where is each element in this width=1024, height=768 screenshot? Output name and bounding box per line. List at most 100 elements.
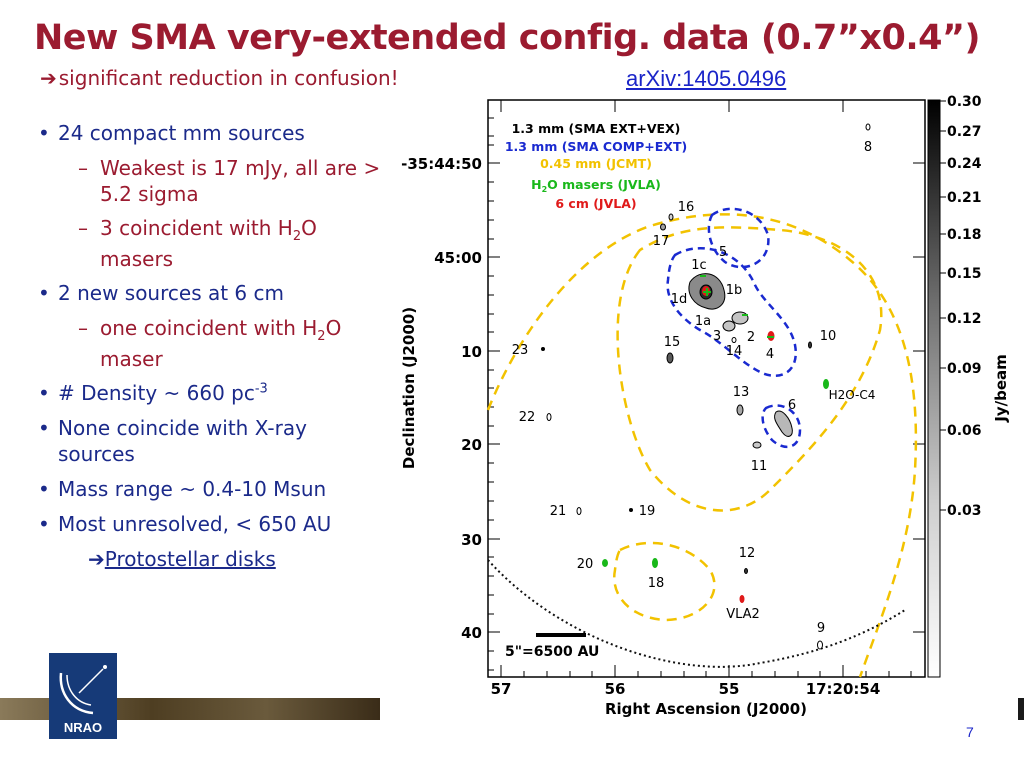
label-19: 19 [639,504,656,519]
colorbar-label: Jy/beam [992,354,1010,423]
y-tick: 10 [461,343,482,361]
bullet-density: # Density ~ 660 pc-3 [38,380,383,406]
bullet-compact-sources: 24 compact mm sources [38,120,383,146]
y-tick: -35:44:50 [401,155,482,173]
map-legend: 1.3 mm (SMA EXT+VEX) 1.3 mm (SMA COMP+EX… [505,121,687,211]
cb-tick: 0.21 [947,190,982,206]
text: O maser [100,315,342,371]
subscript: 2 [292,229,302,244]
subscript: 2 [317,328,326,344]
bullet-list: 24 compact mm sources Weakest is 17 mJy,… [38,120,383,572]
label-21: 21 [550,504,567,519]
y-tick: 45:00 [434,249,482,267]
label-9: 9 [817,621,825,636]
source-labels: 8 16 17 5 1c 1b 1d 1a 15 3 2 14 4 10 23 … [512,140,876,636]
sub-bullet-maser: one coincident with H2O maser [38,315,383,372]
scale-bar [536,633,586,637]
x-tick: 56 [605,680,626,698]
label-4: 4 [766,347,774,362]
label-6: 6 [788,398,796,413]
colorbar-tick-labels: 0.30 0.27 0.24 0.21 0.18 0.15 0.12 0.09 … [947,94,982,519]
legend-sma-ext: 1.3 mm (SMA EXT+VEX) [512,121,681,136]
arrow-right-icon: ➔ [88,546,105,571]
x-axis-ticks [500,100,912,677]
sub-bullet-masers: 3 coincident with H2O masers [38,215,383,272]
y-tick: 20 [461,436,482,454]
text: H [531,177,541,192]
label-1b: 1b [726,283,743,298]
cb-tick: 0.15 [947,266,982,282]
subscript: 2 [542,185,548,194]
subtitle: ➔ significant reduction in confusion! [40,66,399,90]
label-11: 11 [751,459,768,474]
text: O masers [100,216,317,271]
sma-ext-sources [541,123,871,650]
logo-text: NRAO [63,720,103,735]
y-axis-label: Declination (J2000) [400,307,418,469]
y-axis-ticks [488,117,925,671]
cb-tick: 0.03 [947,503,982,519]
label-8: 8 [864,140,872,155]
colorbar [927,99,941,678]
label-20: 20 [577,557,594,572]
colorbar-ticks [940,100,946,511]
cb-tick: 0.18 [947,227,982,243]
text: # Density ~ 660 pc [58,380,255,405]
cb-tick: 0.27 [947,124,982,140]
label-h2o-c4: H2O-C4 [829,388,876,402]
label-23: 23 [512,343,529,358]
label-14: 14 [726,344,743,359]
footer-band-right [1018,698,1024,720]
label-16: 16 [678,200,695,215]
superscript: -3 [254,381,268,397]
bullet-unresolved: Most unresolved, < 650 AU [38,511,383,537]
x-axis-label: Right Ascension (J2000) [605,700,807,718]
label-1c: 1c [691,258,706,273]
x-tick: 57 [491,680,512,698]
label-1a: 1a [695,314,711,329]
nrao-logo: NRAO [49,653,117,739]
page-number: 7 [966,724,974,740]
label-18: 18 [648,576,665,591]
cb-tick: 0.12 [947,311,982,327]
arrow-right-icon: ➔ [40,66,57,90]
bullet-xray: None coincide with X-ray sources [38,415,383,467]
bullet-mass-range: Mass range ~ 0.4-10 Msun [38,476,383,502]
label-15: 15 [664,335,681,350]
jcmt-contours [486,213,918,678]
arxiv-link[interactable]: arXiv:1405.0496 [626,66,787,91]
label-vla2: VLA2 [726,607,760,622]
radio-telescope-icon [59,665,107,715]
text: O masers (JVLA) [547,177,661,192]
text: one coincident with H [100,315,318,340]
label-5: 5 [719,245,727,260]
legend-6cm: 6 cm (JVLA) [555,196,636,211]
subtitle-text: significant reduction in confusion! [58,66,399,90]
cb-tick: 0.24 [947,156,982,172]
water-masers [602,275,829,568]
label-22: 22 [519,410,536,425]
bullet-new-sources: 2 new sources at 6 cm [38,280,383,306]
label-2: 2 [747,330,755,345]
field-boundary-arc [487,559,906,668]
label-3: 3 [713,329,721,344]
y-tick-labels: -35:44:50 45:00 10 20 30 40 [401,155,482,642]
y-tick: 30 [461,531,482,549]
cb-tick: 0.09 [947,361,982,377]
legend-jcmt: 0.45 mm (JCMT) [540,156,652,171]
label-13: 13 [733,385,750,400]
sma-comp-contours [666,207,802,449]
sub-bullet-weakest: Weakest is 17 mJy, all are > 5.2 sigma [38,155,383,207]
label-1d: 1d [671,292,688,307]
bullet-conclusion: ➔Protostellar disks [38,546,383,572]
protostellar-disks-link[interactable]: Protostellar disks [104,546,276,571]
plot-frame [487,99,926,678]
cb-tick: 0.06 [947,423,982,439]
legend-masers: H2O masers (JVLA) [531,177,661,194]
y-tick: 40 [461,624,482,642]
x-tick: 55 [719,680,740,698]
cb-tick: 0.30 [947,94,982,110]
scale-bar-label: 5"=6500 AU [505,644,599,660]
x-tick: 17:20:54 [806,680,881,698]
label-17: 17 [653,234,670,249]
